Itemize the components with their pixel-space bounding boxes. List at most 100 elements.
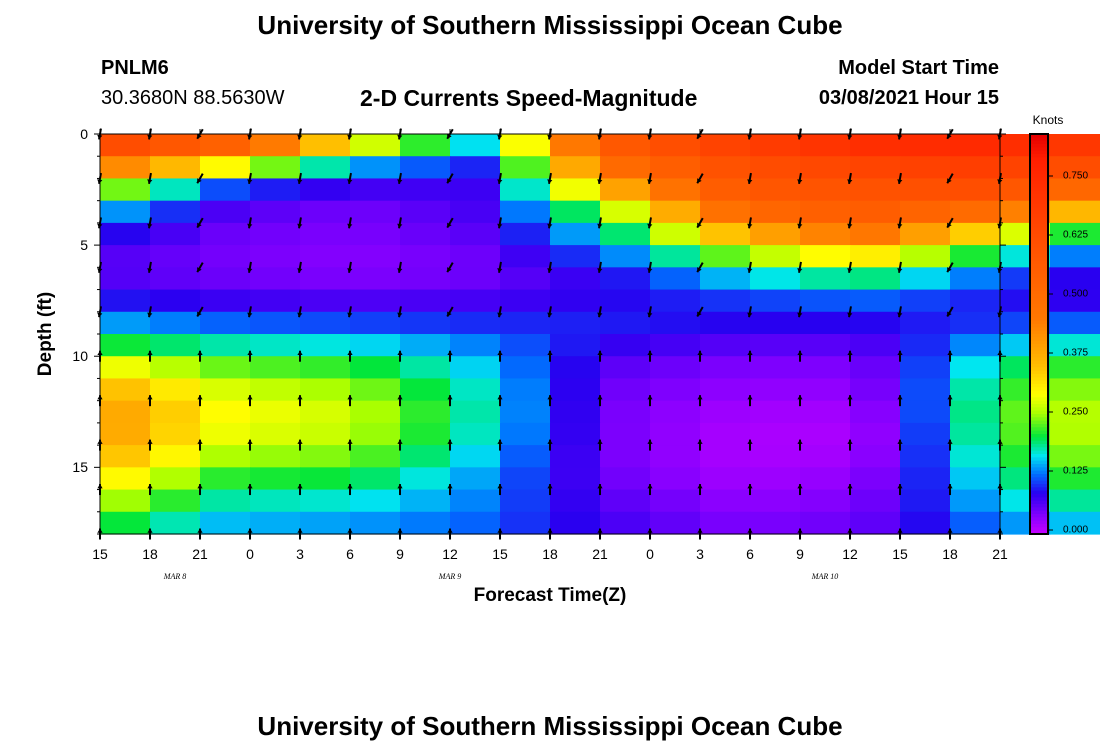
heatmap-cell <box>850 400 901 424</box>
heatmap-cell <box>350 178 401 202</box>
current-arrow <box>847 350 853 362</box>
current-arrow <box>247 217 253 229</box>
x-tick-label: 21 <box>592 546 608 562</box>
heatmap-cell <box>500 467 551 491</box>
colorbar-cell <box>1030 294 1048 298</box>
heatmap-cell <box>350 222 401 246</box>
colorbar-cell <box>1030 437 1048 442</box>
heatmap-cell <box>750 422 801 446</box>
model-start-time: 03/08/2021 Hour 15 <box>818 87 999 109</box>
heatmap-cell <box>650 178 701 202</box>
colorbar-cell <box>1030 527 1048 532</box>
heatmap-cell <box>650 311 701 335</box>
heatmap-cell <box>450 445 501 468</box>
colorbar-cell <box>1030 267 1048 272</box>
current-arrow <box>897 350 903 362</box>
current-arrow <box>446 173 454 184</box>
heatmap-cell <box>700 245 751 268</box>
current-arrow <box>547 395 553 407</box>
colorbar-cell <box>1030 334 1048 338</box>
current-arrow <box>647 217 653 229</box>
current-arrow <box>297 395 303 407</box>
heatmap-cell <box>500 356 551 380</box>
heatmap-cell <box>550 134 601 157</box>
colorbar-cell <box>1030 477 1048 482</box>
colorbar-cell <box>1030 344 1048 348</box>
heatmap-cell <box>250 311 301 335</box>
x-tick-label: 12 <box>442 546 458 562</box>
heatmap-cell <box>600 467 651 491</box>
heatmap-cell <box>300 200 351 224</box>
current-arrow <box>347 484 353 496</box>
x-tick-label: 15 <box>892 546 908 562</box>
colorbar-cell <box>1030 287 1048 292</box>
heatmap-cell <box>450 178 501 202</box>
current-arrow <box>647 350 653 362</box>
current-arrow <box>747 395 753 407</box>
heatmap-cell <box>950 245 1001 268</box>
heatmap-cell <box>800 489 851 513</box>
colorbar-cell <box>1030 404 1048 408</box>
current-arrow <box>147 484 153 496</box>
current-arrow <box>347 350 353 362</box>
heatmap-cell <box>850 134 901 157</box>
current-arrow <box>147 395 153 407</box>
colorbar-cell <box>1030 280 1048 285</box>
current-arrow <box>147 261 153 273</box>
heatmap-cell <box>700 467 751 491</box>
heatmap-cell <box>250 445 301 468</box>
colorbar-cell <box>1030 320 1048 325</box>
current-arrow <box>147 439 153 451</box>
heatmap-cell <box>350 422 401 446</box>
colorbar-cell <box>1030 434 1048 438</box>
heatmap-cell <box>600 378 651 402</box>
heatmap-cell <box>700 356 751 380</box>
heatmap-cell <box>650 156 701 180</box>
current-arrow <box>696 217 704 229</box>
heatmap-cell <box>950 156 1001 180</box>
current-arrow <box>147 217 153 229</box>
heatmap-cell <box>450 245 501 268</box>
heatmap-cell <box>700 400 751 424</box>
heatmap-cell <box>300 245 351 268</box>
current-arrow <box>946 217 954 229</box>
colorbar-cell <box>1030 470 1048 475</box>
heatmap-cell <box>550 178 601 202</box>
colorbar-cell <box>1030 190 1048 195</box>
colorbar-cell <box>1030 164 1048 168</box>
heatmap-cell <box>700 489 751 513</box>
heatmap-cell <box>150 134 201 157</box>
current-arrow <box>947 395 953 407</box>
heatmap-cell <box>850 267 901 291</box>
heatmap-cell <box>600 489 651 513</box>
heatmap-cell <box>400 156 451 180</box>
heatmap-cell <box>350 245 401 268</box>
heatmap-cell <box>750 178 801 202</box>
heatmap-cell <box>400 245 451 268</box>
heatmap-cell <box>1050 178 1100 202</box>
current-arrow <box>747 217 753 229</box>
heatmap-cell <box>650 467 701 491</box>
colorbar-cell <box>1030 310 1048 315</box>
current-arrow <box>947 484 953 496</box>
current-arrow <box>247 350 253 362</box>
heatmap-cell <box>400 378 451 402</box>
heatmap-cell <box>500 422 551 446</box>
heatmap-cell <box>1050 489 1100 513</box>
heatmap-cell <box>650 134 701 157</box>
current-arrow <box>447 395 453 407</box>
y-tick-label: 15 <box>72 459 88 476</box>
heatmap-cell <box>900 334 951 357</box>
heatmap-cell <box>850 356 901 380</box>
heatmap-cell <box>250 511 301 535</box>
colorbar-cell <box>1030 390 1048 395</box>
heatmap-cell <box>500 222 551 246</box>
heatmap-cell <box>550 222 601 246</box>
heatmap-cell <box>750 267 801 291</box>
current-arrow <box>797 172 803 185</box>
colorbar-cell <box>1030 307 1048 312</box>
heatmap-cell <box>900 445 951 468</box>
heatmap-cell <box>600 400 651 424</box>
heatmap-cell <box>800 378 851 402</box>
